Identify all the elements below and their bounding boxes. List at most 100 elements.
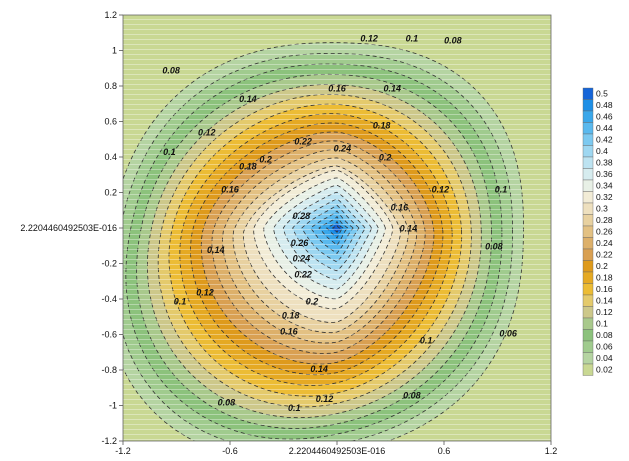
y-tick-label: -1 [109,401,117,411]
contour-label: 0.24 [334,144,352,154]
legend-swatch [582,122,594,135]
legend-label: 0.22 [596,250,613,260]
contour-label: 0.2 [379,153,392,163]
legend-swatch [582,145,594,158]
y-tick-label: 1 [112,46,117,56]
legend-label: 0.46 [596,112,613,122]
y-tick-label: -0.4 [101,294,117,304]
contour-label: 0.08 [444,35,462,45]
legend-label: 0.08 [596,330,613,340]
legend-swatch [582,156,594,169]
legend-label: 0.44 [596,123,613,133]
x-tick-label: -1.2 [115,446,131,456]
y-tick-label: 0.2 [104,188,117,198]
legend-label: 0.1 [596,319,608,329]
plot-area [123,15,551,441]
legend-label: 0.38 [596,158,613,168]
contour-label: 0.14 [207,245,225,255]
contour-label: 0.14 [239,94,257,104]
legend-swatch [582,191,594,204]
contour-label: 0.16 [328,83,347,93]
legend-swatch [582,248,594,261]
legend-swatch [582,168,594,181]
legend-swatch [582,260,594,273]
legend-swatch [582,214,594,227]
legend-swatch [582,110,594,123]
legend-label: 0.04 [596,353,613,363]
legend-swatch [582,294,594,307]
contour-label: 0.2 [306,296,319,306]
contour-label: 0.18 [239,161,257,171]
contour-label: 0.14 [384,83,402,93]
contour-label: 0.08 [485,241,503,251]
contour-label: 0.22 [294,137,312,147]
contour-label: 0.1 [420,335,433,345]
legend-label: 0.14 [596,296,613,306]
legend-label: 0.34 [596,181,613,191]
contour-label: 0.22 [294,270,312,280]
y-tick-label: -1.2 [101,436,117,446]
legend-swatch [582,87,594,100]
legend-swatch [582,283,594,296]
contour-label: 0.16 [391,202,410,212]
contour-label: 0.08 [162,66,180,76]
contour-label: 0.16 [221,185,240,195]
contour-label: 0.12 [316,394,334,404]
contour-label: 0.1 [406,34,419,44]
color-legend: 0.50.48 0.460.44 0.420.4 0.380.36 0.340.32 0.… [582,87,613,376]
y-tick-label: 0.8 [104,81,117,91]
contour-label: 0.06 [499,328,518,338]
legend-swatch [582,133,594,146]
legend-swatch [582,225,594,238]
legend-label: 0.48 [596,100,613,110]
legend-swatch [582,202,594,215]
legend-label: 0.06 [596,342,613,352]
legend-label: 0.24 [596,238,613,248]
contour-label: 0.12 [198,128,216,138]
legend-label: 0.5 [596,89,608,99]
contour-label: 0.08 [403,390,421,400]
legend-swatch [582,306,594,319]
y-tick-label: -0.8 [101,365,117,375]
contour-label: 0.28 [293,211,311,221]
legend-label: 0.02 [596,365,613,375]
y-tick-label: 0.6 [104,117,117,127]
contour-label: 0.18 [282,311,300,321]
contour-label: 0.24 [293,254,311,264]
y-axis: 1.2 1 0.8 0.6 0.4 0.2 2.2204460492503E-016 -0.2… [20,10,123,446]
legend-label: 0.16 [596,284,613,294]
contour-label: 0.2 [259,154,272,164]
legend-swatch [582,329,594,342]
x-tick-label: 0.6 [438,446,451,456]
x-axis: -1.2 -0.6 2.2204460492503E-016 0.6 1.2 [115,441,557,456]
legend-label: 0.2 [596,261,608,271]
contour-label: 0.08 [218,398,236,408]
contour-label: 0.14 [310,364,328,374]
legend-label: 0.26 [596,227,613,237]
x-tick-label: -0.6 [222,446,238,456]
contour-label: 0.16 [280,327,299,337]
contour-labels: 0.08 0.12 0.1 0.08 0.16 0.14 0.14 0.18 0.12 0.22 0… [162,34,518,413]
y-tick-label: 1.2 [104,10,117,20]
y-tick-label: 0.4 [104,152,117,162]
contour-label: 0.1 [163,147,176,157]
x-tick-label: 2.2204460492503E-016 [289,446,386,456]
legend-label: 0.4 [596,146,608,156]
contour-label: 0.12 [360,34,378,44]
legend-label: 0.12 [596,307,613,317]
contour-label: 0.12 [196,287,214,297]
contour-label: 0.26 [291,238,310,248]
legend-swatch [582,237,594,250]
stripe-overlay [123,15,551,441]
contour-label: 0.1 [495,185,508,195]
legend-swatch [582,179,594,192]
legend-label: 0.42 [596,135,613,145]
contour-label: 0.18 [373,121,391,131]
contour-label: 0.12 [432,185,450,195]
legend-label: 0.36 [596,169,613,179]
legend-label: 0.3 [596,204,608,214]
legend-swatch [582,340,594,353]
legend-label: 0.28 [596,215,613,225]
contour-label: 0.14 [400,224,418,234]
